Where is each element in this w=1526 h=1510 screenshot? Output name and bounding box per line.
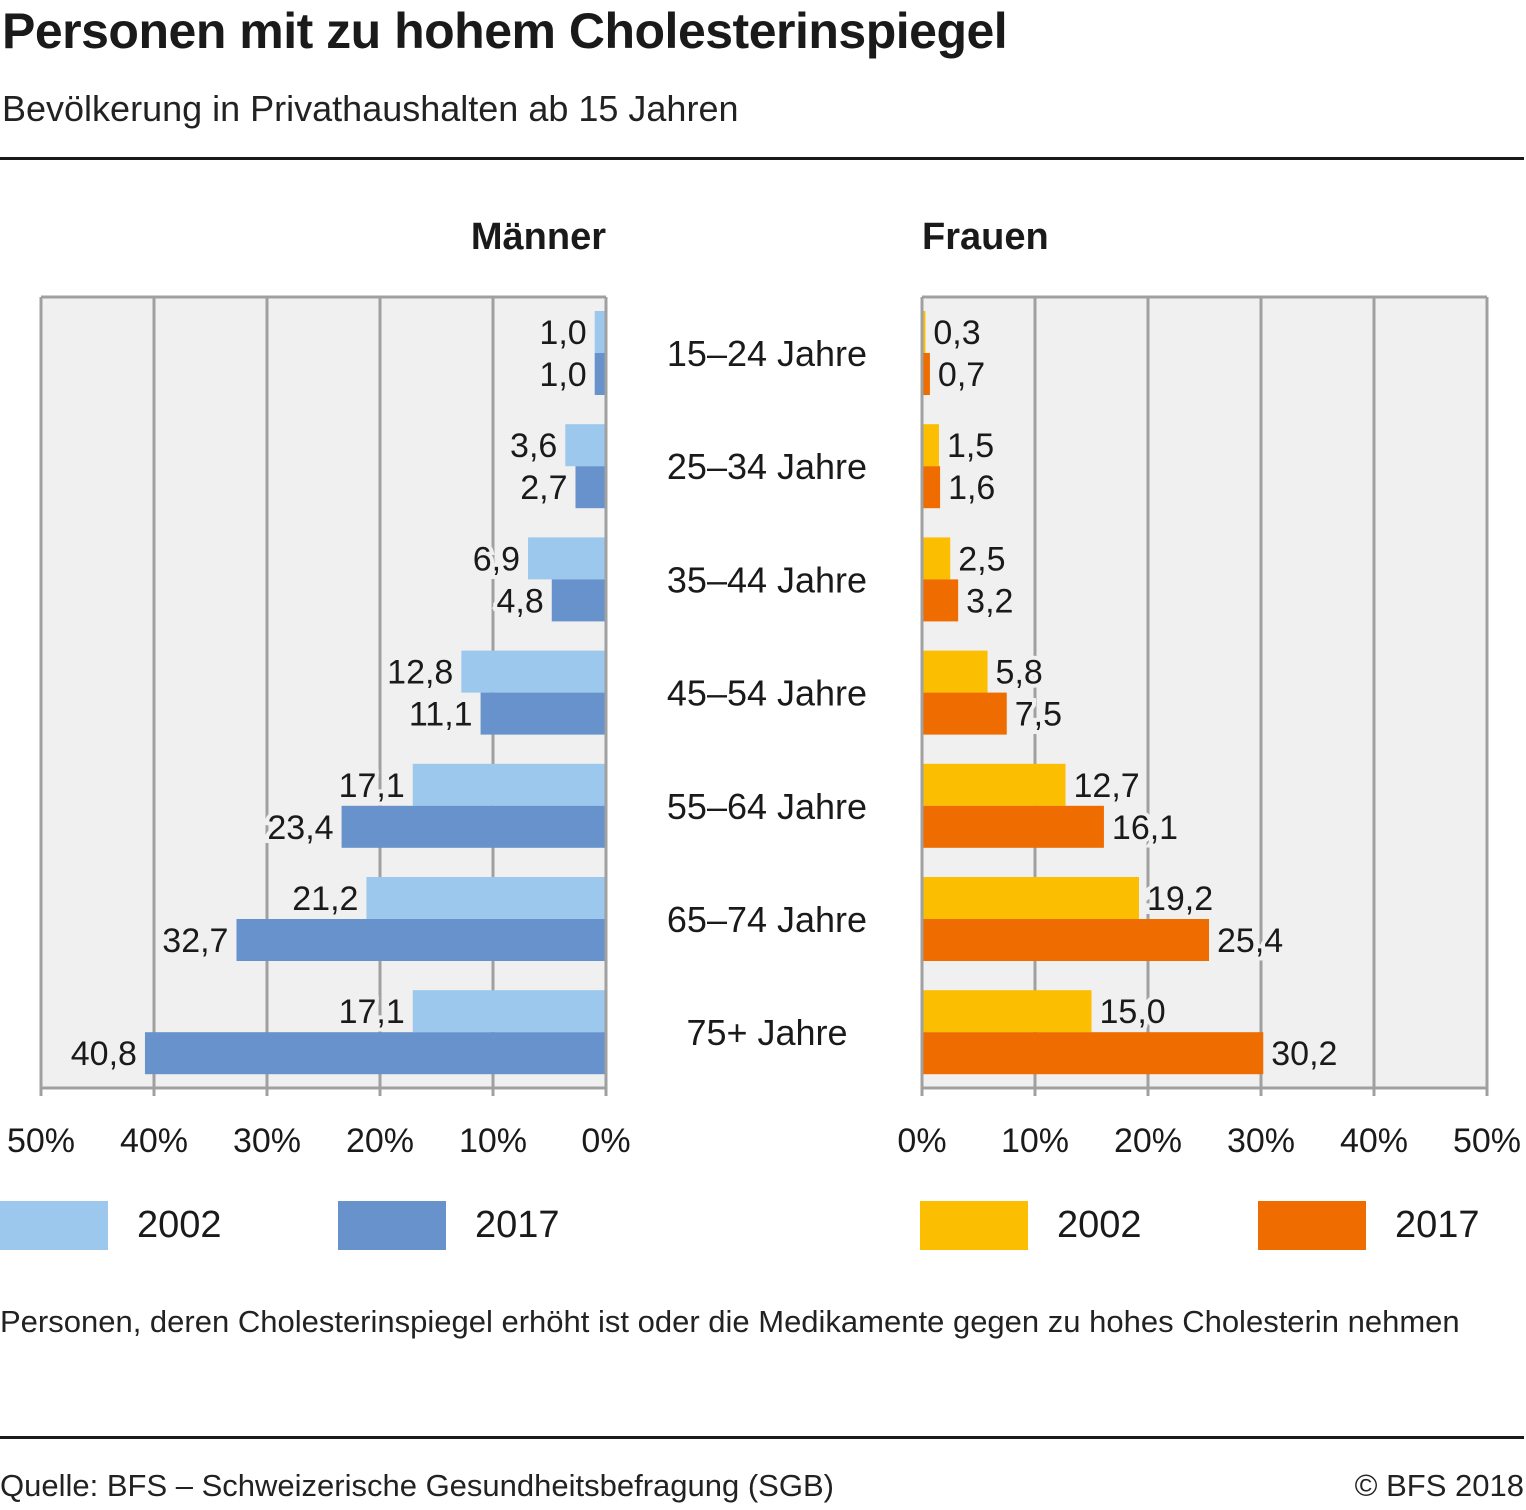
data-label-men-2002: 12,8 xyxy=(387,654,453,692)
data-label-women-2002: 12,7 xyxy=(1074,767,1140,805)
data-label-women-2017: 0,7 xyxy=(938,356,985,394)
bar-women-2002 xyxy=(922,424,939,467)
data-label-men-2002: 3,6 xyxy=(510,427,557,465)
plot-area-women xyxy=(922,297,1487,1088)
data-label-women-2017: 1,6 xyxy=(948,469,995,507)
legend-men-2017: 2017 xyxy=(338,1201,560,1250)
bar-women-2002 xyxy=(922,877,1139,919)
bar-men-2017 xyxy=(575,466,606,509)
legend-label-men-2017: 2017 xyxy=(475,1204,560,1246)
data-label-women-2002: 2,5 xyxy=(958,540,1005,578)
data-label-men-2017: 11,1 xyxy=(409,696,473,734)
category-label: 65–74 Jahre xyxy=(667,899,867,940)
bar-men-2017 xyxy=(341,805,606,848)
data-label-men-2017: 40,8 xyxy=(71,1035,137,1073)
category-label: 55–64 Jahre xyxy=(667,786,867,827)
category-label: 75+ Jahre xyxy=(686,1012,847,1053)
data-label-women-2017: 30,2 xyxy=(1271,1035,1337,1073)
bar-men-2002 xyxy=(565,424,606,467)
bar-men-2002 xyxy=(412,990,606,1033)
bar-women-2017 xyxy=(922,579,959,622)
source-note: Quelle: BFS – Schweizerische Gesundheits… xyxy=(0,1468,834,1503)
data-label-men-2017: 1,0 xyxy=(539,356,586,394)
copyright-note: © BFS 2018 xyxy=(1354,1468,1524,1503)
bar-men-2002 xyxy=(461,650,606,693)
bar-women-2002 xyxy=(922,311,926,353)
bar-men-2002 xyxy=(594,311,606,353)
data-label-men-2002: 17,1 xyxy=(339,993,405,1031)
category-label: 15–24 Jahre xyxy=(667,333,867,374)
legend-swatch-women-2017 xyxy=(1258,1201,1366,1250)
x-tick-label-men: 50% xyxy=(7,1122,75,1160)
x-tick-label-women: 20% xyxy=(1114,1122,1182,1160)
x-tick-label-women: 40% xyxy=(1340,1122,1408,1160)
legend-women: 2002 xyxy=(920,1201,1142,1250)
bar-women-2002 xyxy=(922,650,988,693)
bar-men-2017 xyxy=(144,1032,606,1075)
x-tick-label-men: 10% xyxy=(459,1122,527,1160)
data-label-women-2017: 25,4 xyxy=(1217,922,1283,960)
bar-women-2002 xyxy=(922,990,1092,1033)
chart-subtitle: Bevölkerung in Privathaushalten ab 15 Ja… xyxy=(2,88,739,129)
data-label-women-2017: 7,5 xyxy=(1015,696,1062,734)
category-label: 45–54 Jahre xyxy=(667,673,867,714)
legend-swatch-men-2017 xyxy=(338,1201,446,1250)
bar-women-2017 xyxy=(922,919,1210,961)
data-label-men-2017: 4,8 xyxy=(496,582,543,620)
legend-women-2017: 2017 xyxy=(1258,1201,1480,1250)
bar-men-2017 xyxy=(551,579,606,622)
data-label-women-2017: 3,2 xyxy=(966,582,1013,620)
legend-label-men-2002: 2002 xyxy=(137,1204,222,1246)
bar-men-2017 xyxy=(236,919,607,961)
data-label-men-2002: 21,2 xyxy=(292,880,358,918)
category-label: 25–34 Jahre xyxy=(667,446,867,487)
chart-title: Personen mit zu hohem Cholesterinspiegel xyxy=(2,3,1008,59)
bar-women-2002 xyxy=(922,537,951,580)
x-tick-label-women: 0% xyxy=(897,1122,946,1160)
bar-men-2002 xyxy=(412,763,606,806)
panel-title-men: Männer xyxy=(470,216,606,258)
x-tick-label-men: 40% xyxy=(120,1122,188,1160)
data-label-men-2017: 32,7 xyxy=(162,922,228,960)
data-label-women-2002: 19,2 xyxy=(1147,880,1213,918)
bar-women-2017 xyxy=(922,466,941,509)
data-label-women-2002: 15,0 xyxy=(1100,993,1166,1031)
x-tick-label-women: 50% xyxy=(1453,1122,1521,1160)
chart-footnote: Personen, deren Cholesterinspiegel erhöh… xyxy=(0,1304,1460,1339)
data-label-women-2002: 5,8 xyxy=(996,654,1043,692)
bar-men-2002 xyxy=(528,537,606,580)
data-label-men-2002: 17,1 xyxy=(339,767,405,805)
bar-women-2002 xyxy=(922,763,1066,806)
legend-label-women-2002: 2002 xyxy=(1057,1204,1142,1246)
legend-men: 2002 xyxy=(0,1201,222,1250)
data-label-women-2002: 0,3 xyxy=(933,314,980,352)
bar-women-2017 xyxy=(922,692,1007,735)
data-label-men-2017: 23,4 xyxy=(267,809,333,847)
x-tick-label-men: 0% xyxy=(581,1122,630,1160)
bar-men-2017 xyxy=(480,692,606,735)
data-label-men-2002: 1,0 xyxy=(539,314,586,352)
legend-label-women-2017: 2017 xyxy=(1395,1204,1480,1246)
category-label: 35–44 Jahre xyxy=(667,559,867,600)
x-tick-label-men: 20% xyxy=(346,1122,414,1160)
legend-swatch-women-2002 xyxy=(920,1201,1028,1250)
bar-men-2017 xyxy=(594,353,606,395)
pyramid-bar-chart: 50% 40% 30% 20% 10% 0% 1,0 3,6 6,9 12,8 17,1 21,2 17… xyxy=(7,295,1521,1160)
x-tick-label-women: 10% xyxy=(1001,1122,1069,1160)
bottom-divider xyxy=(0,1436,1524,1439)
data-label-women-2017: 16,1 xyxy=(1112,809,1178,847)
bar-men-2002 xyxy=(366,877,606,919)
bar-women-2017 xyxy=(922,353,930,395)
legend-swatch-men-2002 xyxy=(0,1201,108,1250)
data-label-men-2002: 6,9 xyxy=(473,540,520,578)
top-divider xyxy=(0,157,1524,160)
x-tick-label-women: 30% xyxy=(1227,1122,1295,1160)
bar-women-2017 xyxy=(922,1032,1264,1075)
bar-women-2017 xyxy=(922,805,1104,848)
data-label-women-2002: 1,5 xyxy=(947,427,994,465)
data-label-men-2017: 2,7 xyxy=(520,469,567,507)
x-tick-label-men: 30% xyxy=(233,1122,301,1160)
panel-title-women: Frauen xyxy=(922,216,1049,258)
